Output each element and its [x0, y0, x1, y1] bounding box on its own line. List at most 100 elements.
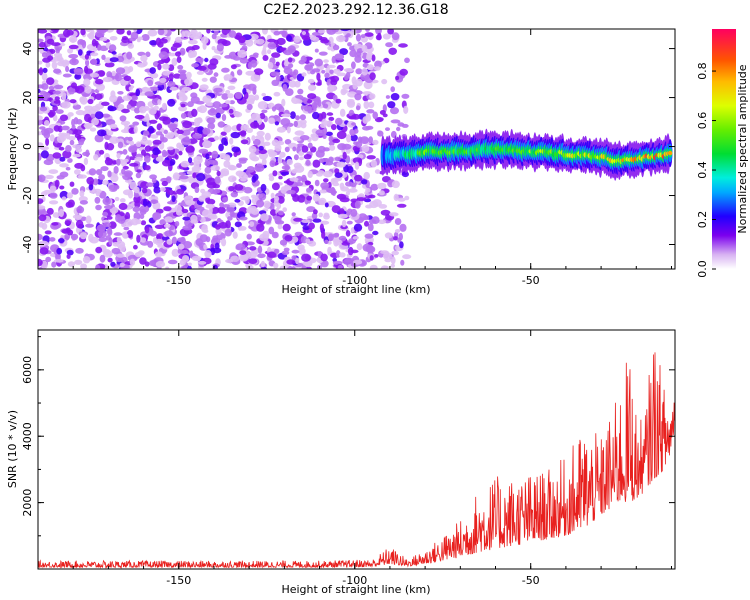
noise-speckle	[221, 114, 227, 121]
noise-speckle	[368, 219, 377, 224]
noise-speckle	[204, 249, 212, 258]
noise-speckle	[301, 174, 307, 182]
noise-speckle	[76, 206, 85, 214]
noise-speckle	[96, 224, 106, 232]
noise-speckle	[79, 96, 88, 105]
noise-speckle	[216, 170, 221, 177]
noise-speckle	[219, 170, 230, 177]
noise-speckle	[209, 214, 218, 220]
noise-speckle	[366, 155, 376, 160]
noise-speckle	[95, 93, 103, 100]
noise-speckle	[167, 123, 178, 129]
noise-speckle	[94, 196, 101, 204]
noise-speckle	[200, 36, 209, 45]
noise-speckle	[363, 171, 371, 180]
noise-speckle	[271, 79, 280, 87]
noise-speckle	[403, 105, 409, 114]
noise-speckle	[211, 33, 217, 40]
noise-speckle	[331, 205, 341, 214]
noise-speckle	[361, 144, 370, 153]
noise-speckle	[401, 171, 409, 178]
noise-speckle	[133, 125, 138, 134]
noise-speckle	[180, 103, 186, 108]
noise-speckle	[56, 60, 67, 67]
spectrogram-x-ticks: -150 -100 -50	[37, 29, 672, 287]
noise-speckle	[155, 131, 163, 136]
noise-speckle	[211, 150, 219, 159]
noise-speckle	[71, 188, 79, 195]
noise-speckle	[85, 29, 92, 32]
noise-speckle	[299, 114, 306, 121]
noise-speckle	[204, 57, 209, 63]
noise-speckle	[241, 45, 248, 51]
noise-speckle	[344, 74, 349, 81]
noise-speckle	[156, 110, 161, 118]
noise-speckle	[109, 206, 119, 214]
noise-speckle	[212, 247, 222, 254]
noise-speckle	[318, 51, 328, 56]
noise-speckle	[326, 187, 336, 194]
noise-speckle	[43, 159, 54, 166]
noise-speckle	[299, 156, 304, 161]
noise-speckle	[224, 55, 233, 59]
noise-speckle	[215, 112, 221, 119]
noise-speckle	[167, 81, 176, 88]
noise-speckle	[69, 181, 75, 187]
noise-speckle	[184, 77, 193, 86]
noise-speckle	[166, 146, 174, 151]
colorbar-tick-label: 0.4	[696, 161, 709, 179]
noise-speckle	[56, 175, 65, 180]
noise-speckle	[200, 195, 207, 199]
noise-speckle	[384, 232, 393, 239]
noise-speckle	[202, 127, 211, 135]
noise-speckle	[301, 253, 311, 262]
noise-speckle	[106, 71, 113, 79]
chart-title: C2E2.2023.292.12.36.G18	[263, 2, 448, 18]
noise-speckle	[390, 93, 400, 101]
noise-speckle	[169, 86, 178, 91]
noise-speckle	[123, 158, 129, 163]
noise-speckle	[67, 87, 76, 95]
noise-speckle	[179, 259, 186, 266]
noise-speckle	[91, 38, 97, 47]
noise-speckle	[159, 187, 166, 192]
noise-speckle	[353, 128, 359, 134]
noise-speckle	[82, 93, 90, 98]
noise-speckle	[56, 247, 63, 255]
noise-speckle	[330, 178, 336, 185]
colorbar-tick-label: 0.6	[696, 112, 709, 129]
noise-speckle	[332, 182, 340, 187]
noise-speckle	[337, 265, 343, 269]
noise-speckle	[113, 166, 119, 174]
noise-speckle	[300, 122, 307, 129]
noise-speckle	[308, 240, 317, 247]
noise-speckle	[164, 216, 173, 223]
noise-speckle	[297, 88, 304, 95]
noise-speckle	[95, 30, 105, 38]
noise-speckle	[38, 38, 44, 43]
noise-speckle	[228, 30, 237, 38]
noise-speckle	[295, 94, 304, 99]
noise-speckle	[140, 237, 147, 243]
noise-speckle	[390, 107, 399, 115]
noise-speckle	[88, 168, 97, 176]
noise-speckle	[398, 43, 408, 48]
noise-speckle	[185, 145, 195, 153]
noise-speckle	[351, 61, 356, 70]
noise-speckle	[115, 240, 126, 249]
noise-speckle	[364, 220, 369, 227]
noise-speckle	[52, 105, 58, 112]
noise-speckle	[79, 232, 87, 240]
noise-speckle	[89, 72, 100, 78]
noise-speckle	[367, 194, 376, 199]
noise-speckle	[38, 29, 48, 34]
noise-speckle	[99, 254, 106, 263]
noise-speckle	[157, 29, 165, 36]
noise-speckle	[298, 151, 305, 156]
noise-speckle	[45, 256, 52, 263]
noise-speckle	[38, 88, 41, 94]
noise-speckle	[117, 216, 126, 224]
noise-speckle	[334, 172, 343, 179]
noise-speckle	[240, 177, 247, 182]
noise-speckle	[317, 29, 326, 34]
